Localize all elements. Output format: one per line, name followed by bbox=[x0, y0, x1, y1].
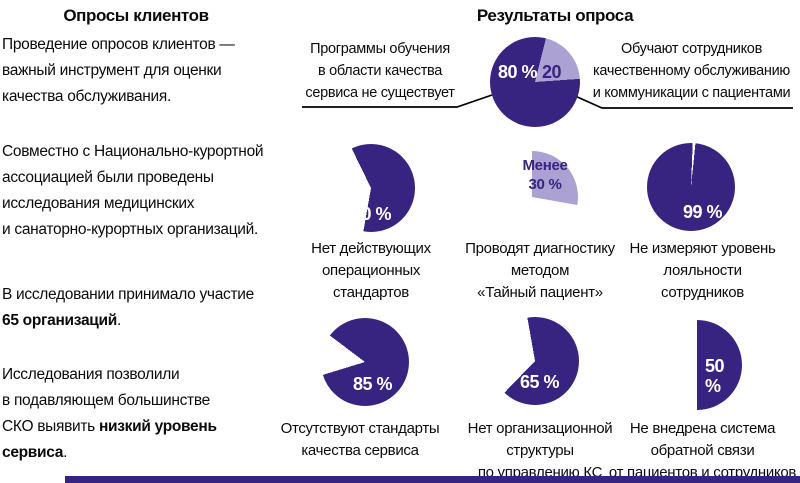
p4-bold-text: низкий уровень сервиса bbox=[2, 418, 217, 461]
pie-training-programs: 80 % 20 % bbox=[490, 37, 580, 127]
wedge-less-30-label: Менее 30 % bbox=[515, 156, 575, 194]
caption-mystery-patient: Проводят диагностику методом «Тайный пац… bbox=[465, 240, 615, 301]
caption-no-loyalty-measure: Не измеряют уровень лояльности сотрудник… bbox=[629, 240, 776, 301]
pie-no-operational-standards: 60 % bbox=[327, 144, 415, 232]
left-panel-title: Опросы клиентов bbox=[0, 6, 272, 26]
pie-99-value: 99 % bbox=[683, 202, 723, 222]
pie-no-service-standards: 85 % bbox=[321, 318, 409, 406]
intro-paragraph-4: Исследования позволили в подавляющем бол… bbox=[2, 362, 302, 466]
pie-no-org-structure: 65 % bbox=[491, 317, 579, 405]
p3-normal-text: В исследовании принимало участие bbox=[2, 286, 254, 303]
wedge-less-30-shape bbox=[532, 151, 579, 205]
wedge-sector bbox=[532, 151, 579, 205]
results-title: Результаты опроса bbox=[476, 6, 634, 25]
caption-no-feedback-system: Не внедрена система обратной связи от па… bbox=[608, 420, 797, 481]
p3-bold-text: 65 организаций bbox=[2, 312, 117, 329]
wedge-label-line2: 30 % bbox=[528, 176, 562, 193]
pie-85-value: 85 % bbox=[353, 374, 393, 394]
top-pie-right-label: Обучают сотрудников качественному обслуж… bbox=[592, 41, 791, 101]
intro-paragraph-2: Совместно с Национально-курортной ассоци… bbox=[2, 143, 264, 238]
caption-no-operational-standards: Нет действующих операционных стандартов bbox=[311, 240, 431, 301]
p4-tail-text: . bbox=[63, 444, 68, 461]
pie-60-value: 60 % bbox=[352, 204, 392, 224]
results-title-wrap: Результаты опроса bbox=[310, 6, 800, 26]
pie-50-value: 50 % bbox=[705, 356, 725, 396]
wedge-label-line1: Менее bbox=[522, 157, 568, 174]
bottom-accent-bar bbox=[65, 476, 800, 483]
top-pie-left-label: Программы обучения в области качества се… bbox=[305, 41, 455, 101]
pie-65-value: 65 % bbox=[520, 372, 560, 392]
p4-normal-text: Исследования позволили в подавляющем бол… bbox=[2, 366, 210, 435]
intro-paragraph-3: В исследовании принимало участие 65 орга… bbox=[2, 282, 302, 334]
surveys-title: Опросы клиентов bbox=[63, 6, 209, 25]
pie-no-feedback-system: 50 % bbox=[652, 320, 742, 410]
caption-no-service-standards: Отсутствуют стандарты качества сервиса bbox=[280, 420, 440, 459]
intro-paragraph-1: Проведение опросов клиентов — важный инс… bbox=[2, 36, 235, 105]
pie-no-loyalty-measure: 99 % bbox=[647, 143, 735, 231]
pie-20-value: 20 % bbox=[542, 62, 562, 102]
p3-tail-text: . bbox=[116, 312, 121, 329]
pie-80-value: 80 % bbox=[498, 62, 538, 82]
